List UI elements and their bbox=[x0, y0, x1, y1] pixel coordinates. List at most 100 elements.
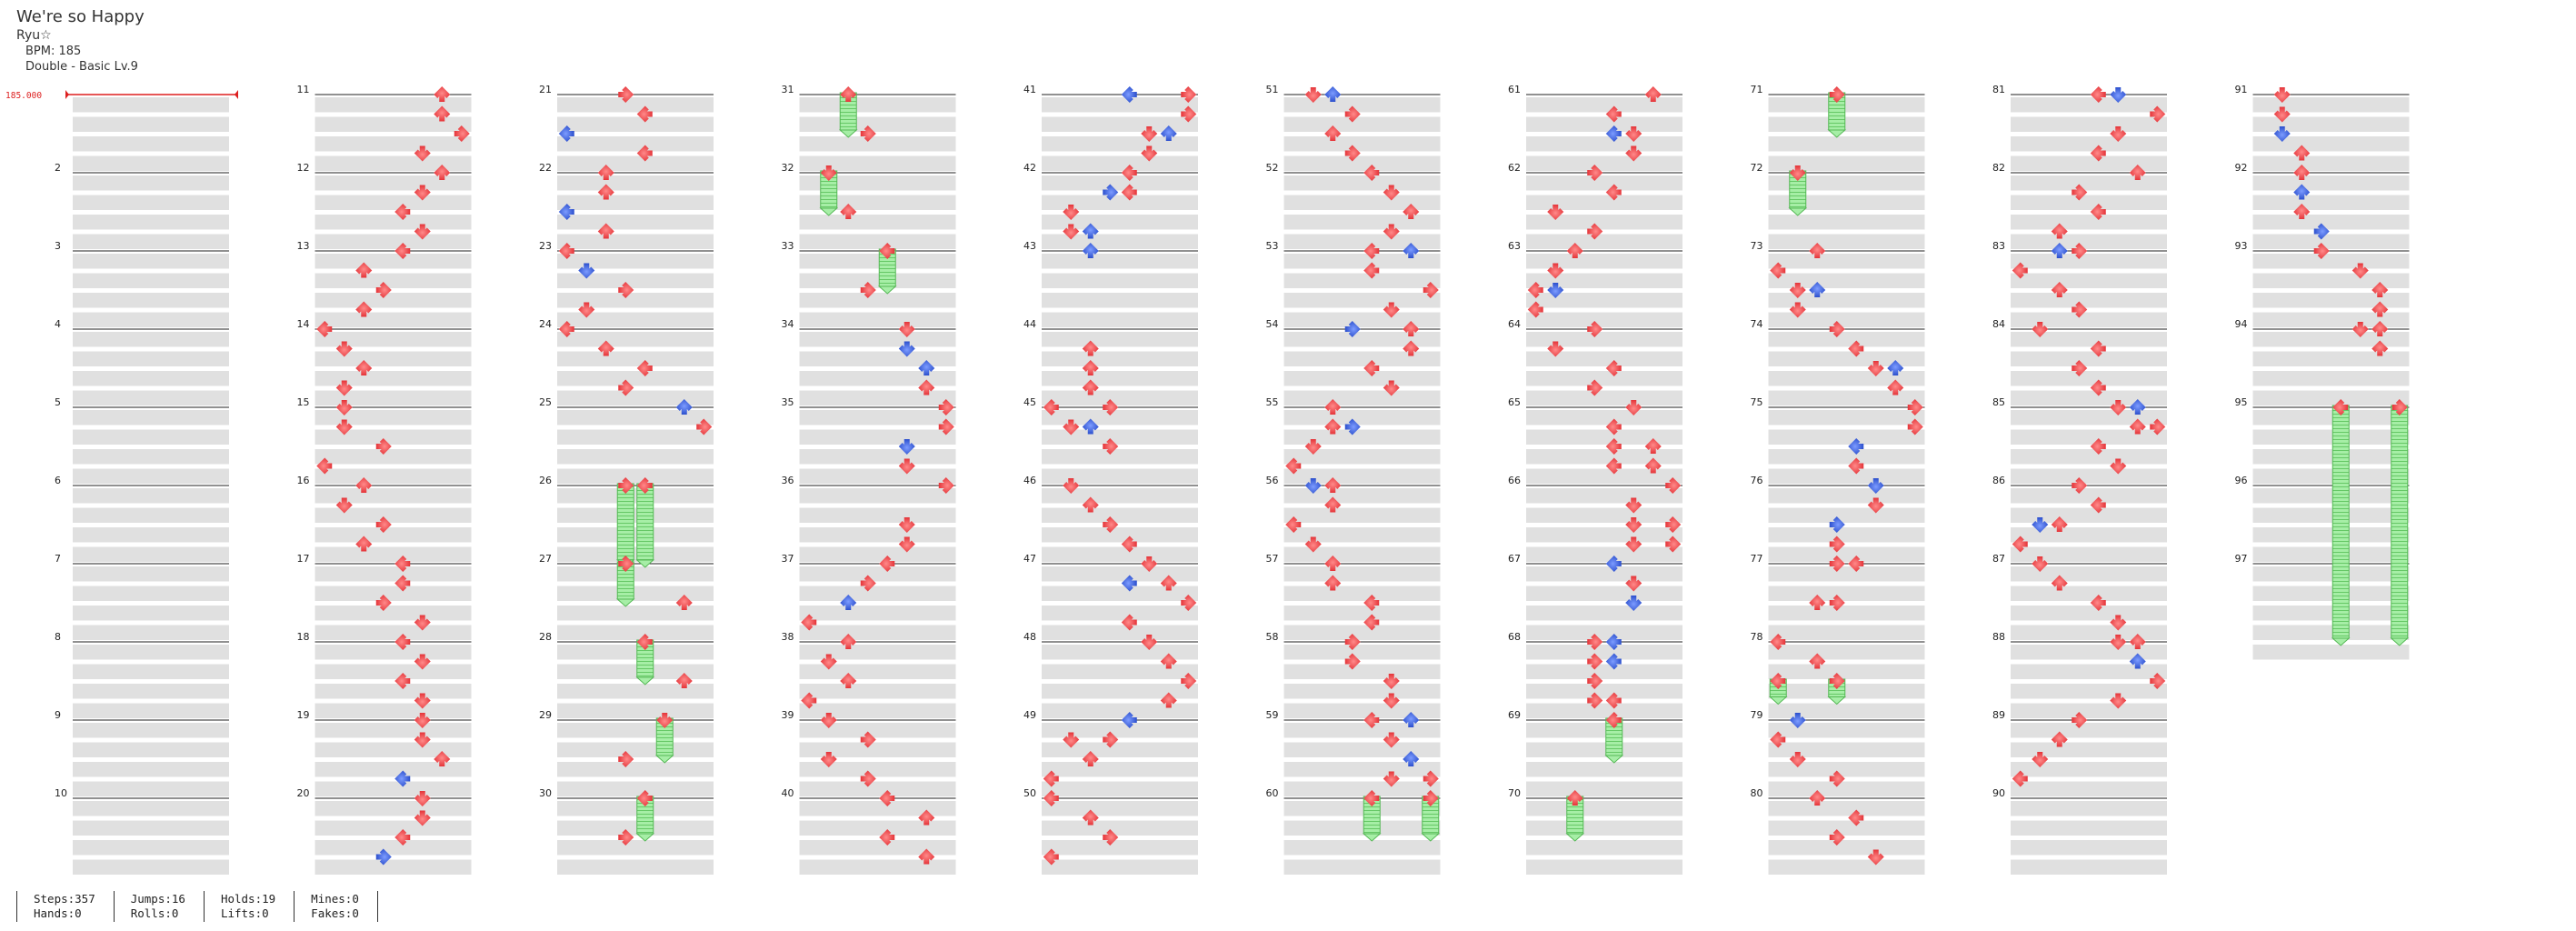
red-arrow-note-icon bbox=[2090, 86, 2106, 103]
blue-arrow-note-icon bbox=[1867, 478, 1884, 494]
beat-band bbox=[1283, 703, 1441, 718]
red-arrow-note-icon bbox=[2351, 322, 2369, 337]
beat-band bbox=[557, 234, 714, 249]
red-arrow-note-icon bbox=[394, 243, 411, 259]
beat-band bbox=[1042, 254, 1198, 269]
beat-band bbox=[557, 723, 714, 738]
red-arrow-note-icon bbox=[2051, 516, 2068, 532]
measure-number: 43 bbox=[1023, 240, 1036, 252]
beat-band bbox=[315, 645, 472, 660]
blue-arrow-note-icon bbox=[1121, 86, 1137, 103]
beat-band bbox=[1768, 254, 1925, 269]
measure-number: 19 bbox=[297, 709, 310, 721]
blue-arrow-note-icon bbox=[2273, 126, 2291, 142]
hold-note bbox=[615, 556, 635, 607]
measure-number: 77 bbox=[1751, 553, 1763, 565]
holds-count: Holds:19 bbox=[220, 892, 276, 906]
measure-21 bbox=[557, 94, 714, 171]
red-arrow-note-icon bbox=[394, 556, 411, 572]
red-arrow-note-icon bbox=[394, 634, 411, 650]
red-arrow-note-icon bbox=[1625, 126, 1642, 142]
hold-tail bbox=[1565, 833, 1585, 842]
hold-head-arrow-icon bbox=[636, 790, 653, 806]
red-arrow-note-icon bbox=[2072, 184, 2088, 201]
beat-band bbox=[1283, 293, 1441, 308]
beat-band bbox=[557, 840, 714, 856]
beat-band bbox=[2252, 312, 2410, 327]
beat-band bbox=[1283, 371, 1441, 386]
red-arrow-note-icon bbox=[335, 419, 353, 435]
red-arrow-note-icon bbox=[2313, 243, 2330, 259]
blue-arrow-note-icon bbox=[1344, 418, 1361, 435]
measure-64 bbox=[1526, 328, 1682, 405]
measure-90 bbox=[2011, 797, 2167, 875]
red-arrow-note-icon bbox=[1285, 516, 1302, 533]
measure-71 bbox=[1768, 94, 1925, 171]
beat-band bbox=[1526, 468, 1682, 484]
stat-group-mines: Mines:0 Fakes:0 bbox=[294, 891, 378, 922]
measure-88 bbox=[2011, 641, 2167, 718]
red-arrow-note-icon bbox=[636, 360, 653, 376]
red-arrow-note-icon bbox=[1363, 243, 1380, 259]
beat-band bbox=[2011, 723, 2167, 738]
measure-number: 59 bbox=[1266, 709, 1279, 721]
red-arrow-note-icon bbox=[2090, 438, 2106, 455]
beat-band bbox=[2252, 351, 2410, 366]
measure-54 bbox=[1283, 328, 1441, 405]
red-arrow-note-icon bbox=[1829, 321, 1845, 337]
hold-tail bbox=[2331, 637, 2351, 646]
measure-49 bbox=[1042, 719, 1198, 796]
red-arrow-note-icon bbox=[1848, 809, 1864, 826]
blue-arrow-note-icon bbox=[918, 360, 935, 375]
measure-number: 35 bbox=[782, 396, 794, 408]
measure-number: 63 bbox=[1508, 240, 1521, 252]
beat-band bbox=[1526, 664, 1682, 679]
blue-arrow-note-icon bbox=[1789, 713, 1806, 728]
beat-band bbox=[1768, 781, 1925, 796]
hold-note bbox=[1827, 86, 1847, 138]
red-arrow-note-icon bbox=[394, 204, 411, 220]
measure-number: 67 bbox=[1508, 553, 1521, 565]
red-arrow-note-icon bbox=[1907, 418, 1923, 435]
red-arrow-note-icon bbox=[2293, 145, 2311, 161]
beat-band bbox=[2011, 507, 2167, 523]
beat-band bbox=[315, 840, 472, 856]
hold-tail bbox=[838, 129, 858, 138]
blue-arrow-note-icon bbox=[2051, 243, 2068, 258]
measure-4 bbox=[73, 328, 229, 405]
hold-note bbox=[2331, 399, 2351, 646]
hold-tail bbox=[635, 676, 655, 686]
beat-band bbox=[1768, 703, 1925, 718]
hold-head-arrow-icon bbox=[636, 634, 653, 650]
measure-number: 36 bbox=[782, 475, 794, 486]
red-arrow-note-icon bbox=[898, 458, 915, 475]
measure-number: 5 bbox=[55, 396, 61, 408]
beat-band bbox=[557, 390, 714, 405]
measure-number: 90 bbox=[1992, 787, 2005, 799]
hold-head-arrow-icon bbox=[1829, 86, 1845, 103]
red-arrow-note-icon bbox=[375, 282, 392, 298]
beat-band bbox=[315, 215, 472, 230]
measure-85 bbox=[2011, 406, 2167, 484]
beat-band bbox=[1526, 566, 1682, 582]
red-arrow-note-icon bbox=[1363, 712, 1380, 728]
beat-band bbox=[2252, 293, 2410, 308]
measure-number: 85 bbox=[1992, 396, 2005, 408]
beat-band bbox=[1042, 293, 1198, 308]
red-arrow-note-icon bbox=[2072, 301, 2088, 318]
beat-band bbox=[315, 429, 472, 445]
beat-band bbox=[2252, 97, 2410, 113]
measure-31 bbox=[799, 94, 956, 171]
measure-number: 76 bbox=[1751, 475, 1763, 486]
hold-note bbox=[1421, 790, 1441, 842]
beat-band bbox=[2252, 273, 2410, 288]
red-arrow-note-icon bbox=[1625, 497, 1642, 514]
measure-number: 50 bbox=[1023, 787, 1036, 799]
measure-number: 20 bbox=[297, 787, 310, 799]
beat-band bbox=[73, 468, 229, 484]
beat-band bbox=[1526, 820, 1682, 836]
red-arrow-note-icon bbox=[618, 282, 634, 298]
red-arrow-note-icon bbox=[618, 379, 634, 396]
red-arrow-note-icon bbox=[375, 595, 392, 611]
beat-band bbox=[315, 507, 472, 523]
